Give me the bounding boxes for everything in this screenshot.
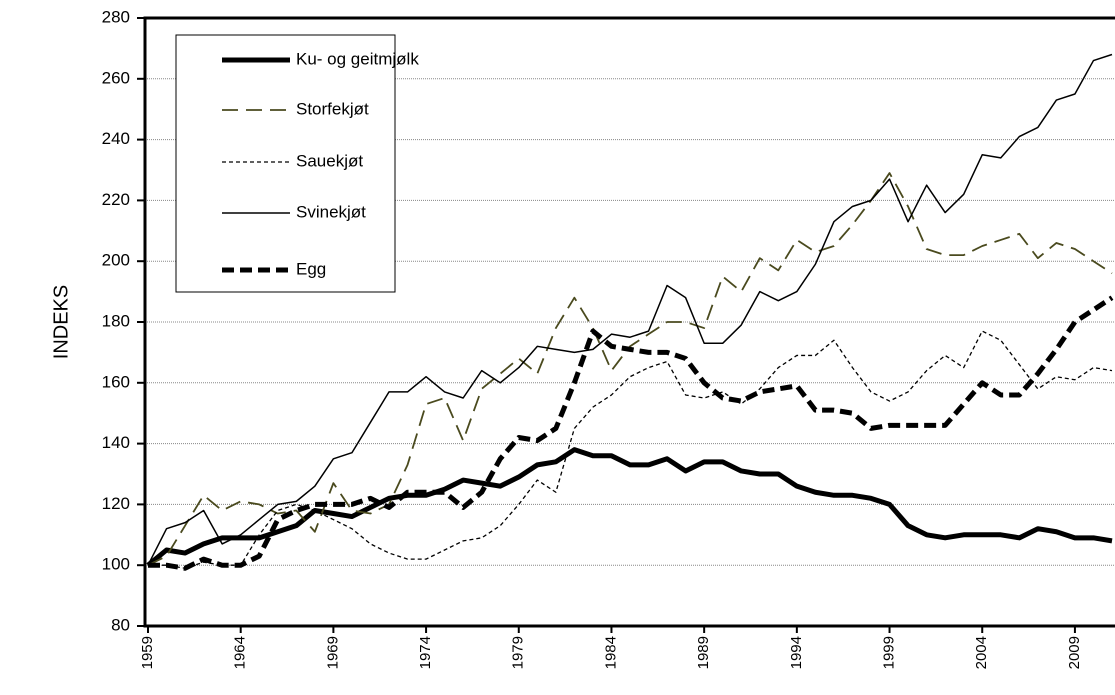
- series-line: [147, 172, 1113, 567]
- legend-box: [175, 34, 396, 293]
- legend-label: Svinekjøt: [296, 202, 366, 221]
- series-line: [147, 53, 1113, 566]
- x-tick-label: 2004: [973, 636, 990, 669]
- x-tick-label: 1964: [232, 636, 249, 669]
- y-tick-label: 180: [102, 311, 130, 330]
- y-tick-label: 140: [102, 433, 130, 452]
- legend-label: Storfekjøt: [296, 99, 369, 118]
- x-tick-label: 1989: [695, 636, 712, 669]
- x-tick-label: 1984: [602, 636, 619, 669]
- y-tick-label: 120: [102, 494, 130, 513]
- x-tick-label: 1969: [324, 636, 341, 669]
- x-tick-label: 1974: [417, 636, 434, 669]
- series-line: [146, 447, 1113, 568]
- y-tick-label: 100: [102, 555, 130, 574]
- legend-label: Sauekjøt: [296, 151, 363, 170]
- x-tick-label: 2009: [1066, 636, 1083, 669]
- y-axis-label: INDEKS: [50, 285, 72, 359]
- y-tick-label: 200: [102, 251, 130, 270]
- y-tick-label: 280: [102, 7, 130, 26]
- y-tick-label: 260: [102, 68, 130, 87]
- x-tick-label: 1994: [788, 636, 805, 669]
- y-tick-label: 160: [102, 372, 130, 391]
- x-tick-label: 1999: [881, 636, 898, 669]
- plot-frame: [143, 16, 1115, 628]
- legend-label: Ku- og geitmjølk: [296, 49, 419, 68]
- x-tick-label: 1959: [139, 636, 156, 669]
- y-tick-label: 80: [111, 615, 130, 634]
- legend-label: Egg: [296, 259, 326, 278]
- y-tick-label: 240: [102, 129, 130, 148]
- y-tick-label: 220: [102, 190, 130, 209]
- series-line: [148, 295, 1114, 571]
- x-tick-label: 1979: [510, 636, 527, 669]
